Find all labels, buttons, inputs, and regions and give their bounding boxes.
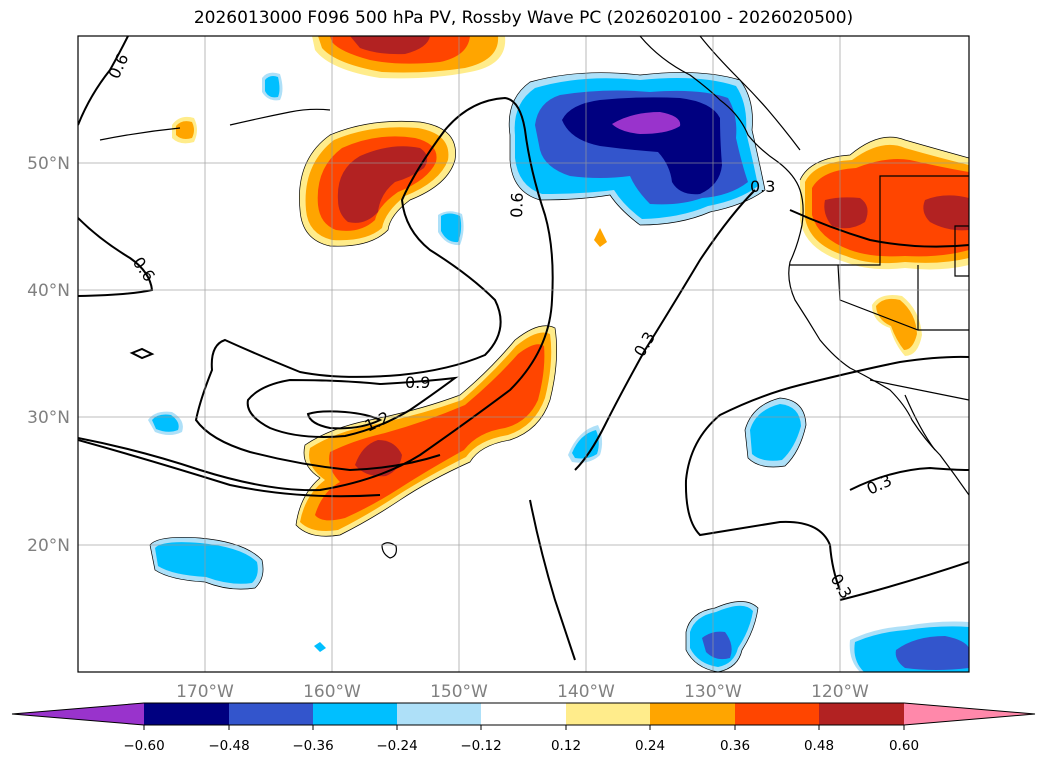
colorbar-tick-label: 0.36 — [720, 738, 750, 754]
colorbar-tick-label: −0.12 — [460, 738, 501, 754]
colorbar-over-arrow — [904, 703, 1035, 725]
latitude-labels: 50°N 40°N 30°N 20°N — [27, 154, 70, 556]
colorbar-swatch — [735, 703, 819, 725]
colorbar-tick-label: −0.60 — [123, 738, 164, 754]
lat-label: 20°N — [27, 536, 70, 556]
colorbar-tick-label: −0.36 — [292, 738, 333, 754]
lon-label: 140°W — [557, 682, 615, 702]
contour-label: 0.9 — [405, 373, 430, 392]
colorbar-swatch — [566, 703, 650, 725]
plot-frame — [77, 35, 970, 673]
longitude-labels: 170°W 160°W 150°W 140°W 130°W 120°W — [176, 682, 869, 702]
lat-label: 50°N — [27, 154, 70, 174]
lat-label: 40°N — [27, 281, 70, 301]
colorbar-tick-label: −0.24 — [376, 738, 417, 754]
positive-anomaly-fill — [172, 36, 969, 537]
negative-anomaly-fill — [148, 72, 969, 672]
colorbar-swatch — [144, 703, 229, 725]
colorbar-swatch — [481, 703, 566, 725]
colorbar-swatch — [397, 703, 481, 725]
map-title: 2026013000 F096 500 hPa PV, Rossby Wave … — [193, 8, 854, 28]
contour-label: 0.3 — [750, 177, 775, 196]
contour-label: 0.6 — [507, 192, 527, 218]
colorbar: −0.60 −0.48 −0.36 −0.24 −0.12 0.12 0.24 … — [11, 702, 1036, 754]
colorbar-swatch — [313, 703, 397, 725]
colorbar-swatch — [229, 703, 313, 725]
colorbar-swatch — [650, 703, 735, 725]
anomaly-outlines — [149, 72, 969, 672]
colorbar-tick-label: −0.48 — [208, 738, 249, 754]
lat-label: 30°N — [27, 408, 70, 428]
lon-label: 130°W — [684, 682, 742, 702]
colorbar-tick-label: 0.12 — [551, 738, 581, 754]
coastlines — [99, 36, 969, 559]
pv-contours — [78, 36, 969, 661]
lon-label: 160°W — [303, 682, 361, 702]
colorbar-tick-label: 0.48 — [804, 738, 834, 754]
gridlines — [78, 36, 969, 672]
lon-label: 170°W — [176, 682, 234, 702]
colorbar-swatch — [819, 703, 904, 725]
colorbar-tick-label: 0.60 — [889, 738, 919, 754]
colorbar-tick-label: 0.24 — [635, 738, 665, 754]
lon-label: 150°W — [430, 682, 488, 702]
colorbar-under-arrow — [12, 703, 144, 725]
lon-label: 120°W — [811, 682, 869, 702]
